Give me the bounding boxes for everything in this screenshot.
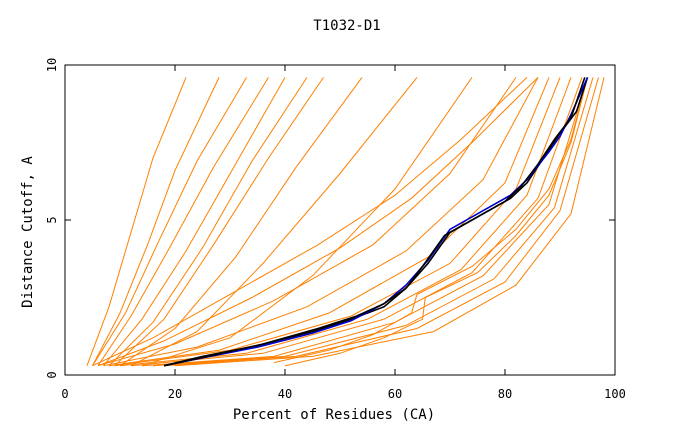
series-line-17 [141,77,588,367]
series-line-20 [174,77,605,367]
series-line-23 [284,77,588,367]
x-tick-label: 100 [604,387,626,401]
series-line-5 [103,77,286,367]
series-line-8 [119,77,363,367]
y-tick-label: 5 [45,216,59,223]
highlight-line-1 [163,77,589,367]
x-axis-label: Percent of Residues (CA) [233,407,435,423]
series-line-24 [273,77,588,364]
axes: 0 20 40 60 80 100 0 5 10 [45,58,626,401]
x-tick-label: 0 [61,387,68,401]
series-line-19 [163,77,599,367]
y-axis-label: Distance Cutoff, A [20,156,36,308]
highlight-line-2 [163,77,589,367]
x-tick-label: 60 [388,387,402,401]
series-line-15 [119,77,572,367]
series-line-1 [86,77,187,366]
x-tick-label: 80 [498,387,512,401]
plot-frame [64,64,616,376]
series-line-3 [92,77,247,366]
series-line-12 [103,77,539,367]
series-line-22 [97,77,539,367]
series-line-2 [92,77,220,366]
series-line-4 [97,77,269,366]
y-tick-label: 10 [45,58,59,72]
y-tick-label: 0 [45,371,59,378]
series-line-7 [114,77,324,367]
x-tick-label: 20 [168,387,182,401]
series-line-11 [97,77,517,367]
series-line-9 [130,77,418,367]
x-tick-label: 40 [278,387,292,401]
series-line-10 [141,77,473,367]
series-line-6 [108,77,308,367]
series-line-21 [92,77,528,367]
highlight-line-3 [163,77,586,367]
series-line-18 [152,77,594,367]
series-line-13 [108,77,550,367]
chart-title: T1032-D1 [313,18,380,34]
plot-area [86,77,605,367]
